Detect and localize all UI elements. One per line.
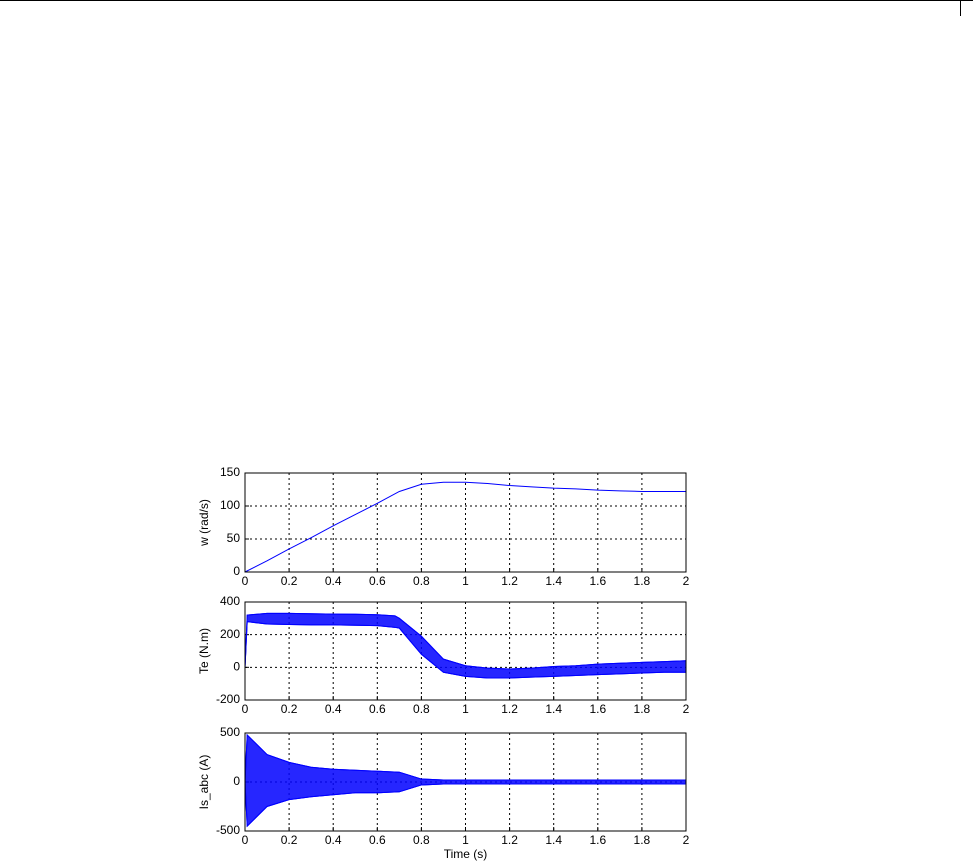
x-tick-label: 2 bbox=[683, 833, 690, 847]
x-tick-label: 0.4 bbox=[325, 833, 342, 847]
x-tick-label: 0.6 bbox=[369, 574, 386, 588]
y-axis-label: w (rad/s) bbox=[197, 499, 211, 547]
x-axis-label: Time (s) bbox=[444, 847, 488, 861]
y-tick-label: 50 bbox=[227, 531, 241, 545]
x-tick-label: 1.6 bbox=[589, 702, 606, 716]
x-tick-label: 1.4 bbox=[545, 574, 562, 588]
x-tick-label: 0.6 bbox=[369, 702, 386, 716]
x-tick-label: 1 bbox=[462, 833, 469, 847]
y-tick-label: 400 bbox=[220, 594, 240, 608]
x-tick-label: 0.8 bbox=[413, 702, 430, 716]
x-tick-label: 0.2 bbox=[281, 702, 298, 716]
x-tick-label: 0.6 bbox=[369, 833, 386, 847]
y-axis-label: Te (N.m) bbox=[197, 628, 211, 674]
plot-area bbox=[245, 473, 686, 572]
y-tick-label: 0 bbox=[233, 660, 240, 674]
x-tick-label: 1.2 bbox=[501, 702, 518, 716]
x-tick-label: 0 bbox=[242, 702, 249, 716]
x-tick-label: 1 bbox=[462, 574, 469, 588]
y-tick-label: 0 bbox=[233, 564, 240, 578]
x-tick-label: 0.8 bbox=[413, 833, 430, 847]
x-tick-label: 0.2 bbox=[281, 574, 298, 588]
band-edge bbox=[244, 781, 686, 828]
x-tick-label: 1.6 bbox=[589, 574, 606, 588]
x-tick-label: 0.2 bbox=[281, 833, 298, 847]
y-tick-label: 200 bbox=[220, 627, 240, 641]
x-tick-label: 0.4 bbox=[325, 702, 342, 716]
x-tick-label: 1.2 bbox=[501, 833, 518, 847]
x-tick-label: 1.8 bbox=[634, 574, 651, 588]
x-tick-label: 1.4 bbox=[545, 702, 562, 716]
x-tick-label: 0 bbox=[242, 833, 249, 847]
axes-box bbox=[244, 732, 687, 832]
x-tick-label: 2 bbox=[683, 574, 690, 588]
y-tick-label: 500 bbox=[220, 725, 240, 739]
y-axis-label: Is_abc (A) bbox=[197, 755, 211, 810]
y-tick-label: -500 bbox=[216, 823, 240, 837]
y-tick-label: 100 bbox=[220, 498, 240, 512]
band-edge bbox=[244, 612, 687, 670]
y-tick-label: -200 bbox=[216, 692, 240, 706]
x-tick-label: 2 bbox=[683, 702, 690, 716]
x-tick-label: 0.8 bbox=[413, 574, 430, 588]
x-tick-label: 1.4 bbox=[545, 833, 562, 847]
axes-box bbox=[244, 472, 687, 573]
x-tick-label: 1.8 bbox=[634, 702, 651, 716]
band-edge bbox=[244, 621, 686, 679]
x-tick-label: 1.2 bbox=[501, 574, 518, 588]
x-tick-label: 0.4 bbox=[325, 574, 342, 588]
x-tick-label: 1.6 bbox=[589, 833, 606, 847]
line bbox=[244, 481, 686, 573]
y-tick-label: 0 bbox=[233, 774, 240, 788]
x-tick-label: 1 bbox=[462, 702, 469, 716]
x-tick-label: 0 bbox=[242, 574, 249, 588]
band-edge bbox=[244, 733, 686, 783]
y-tick-label: 150 bbox=[220, 465, 240, 479]
axes-box bbox=[244, 601, 687, 701]
x-tick-label: 1.8 bbox=[634, 833, 651, 847]
